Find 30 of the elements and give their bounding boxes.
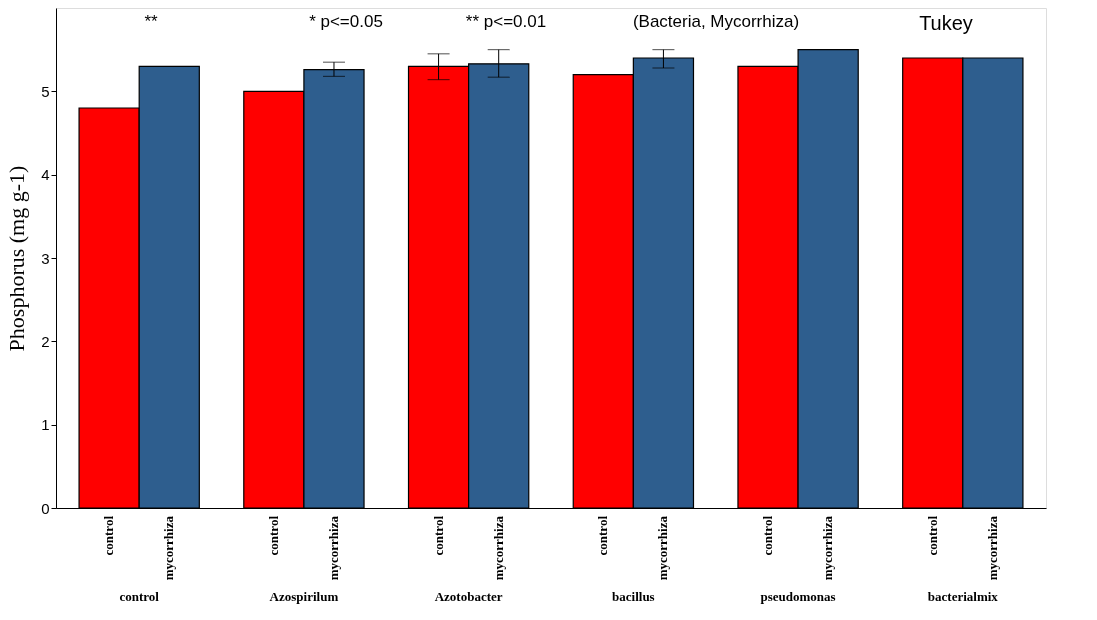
y-tick-label: 2 xyxy=(41,332,50,350)
annotation: * p<=0.05 xyxy=(309,12,383,31)
text: mycorrhiza xyxy=(820,516,836,581)
text: mycorrhiza xyxy=(655,516,671,581)
x-tick-label: control xyxy=(119,588,160,604)
x-tick-label: bacillus xyxy=(612,588,655,604)
x-tick-label: Azotobacter xyxy=(434,588,503,604)
text: mycorrhiza xyxy=(984,516,1000,581)
annotation: (Bacteria, Mycorrhiza) xyxy=(632,12,800,31)
annotation: ** p<=0.01 xyxy=(465,12,547,31)
y-tick-label: 1 xyxy=(41,416,50,434)
y-tick-label: 4 xyxy=(41,166,50,184)
text: control xyxy=(760,516,776,556)
y-axis-title: Phosphorus (mg g-1) xyxy=(4,165,30,352)
text: control xyxy=(430,516,446,556)
x-tick-label: Azospirilum xyxy=(269,588,339,604)
y-tick-label: 0 xyxy=(41,499,50,517)
text: control xyxy=(101,515,117,556)
text: control xyxy=(924,516,940,556)
x-tick-label: pseudomonas xyxy=(760,588,836,604)
annotation: Tukey xyxy=(919,12,973,34)
text: mycorrhiza xyxy=(161,515,177,581)
annotation: ** xyxy=(144,12,158,31)
text: control xyxy=(265,516,281,556)
y-tick-label: 5 xyxy=(41,82,50,100)
text: mycorrhiza xyxy=(325,516,341,581)
y-tick-label: 3 xyxy=(41,249,50,267)
text: control xyxy=(595,516,611,556)
text: mycorrhiza xyxy=(490,516,506,581)
x-tick-label: bacterialmix xyxy=(927,588,999,604)
